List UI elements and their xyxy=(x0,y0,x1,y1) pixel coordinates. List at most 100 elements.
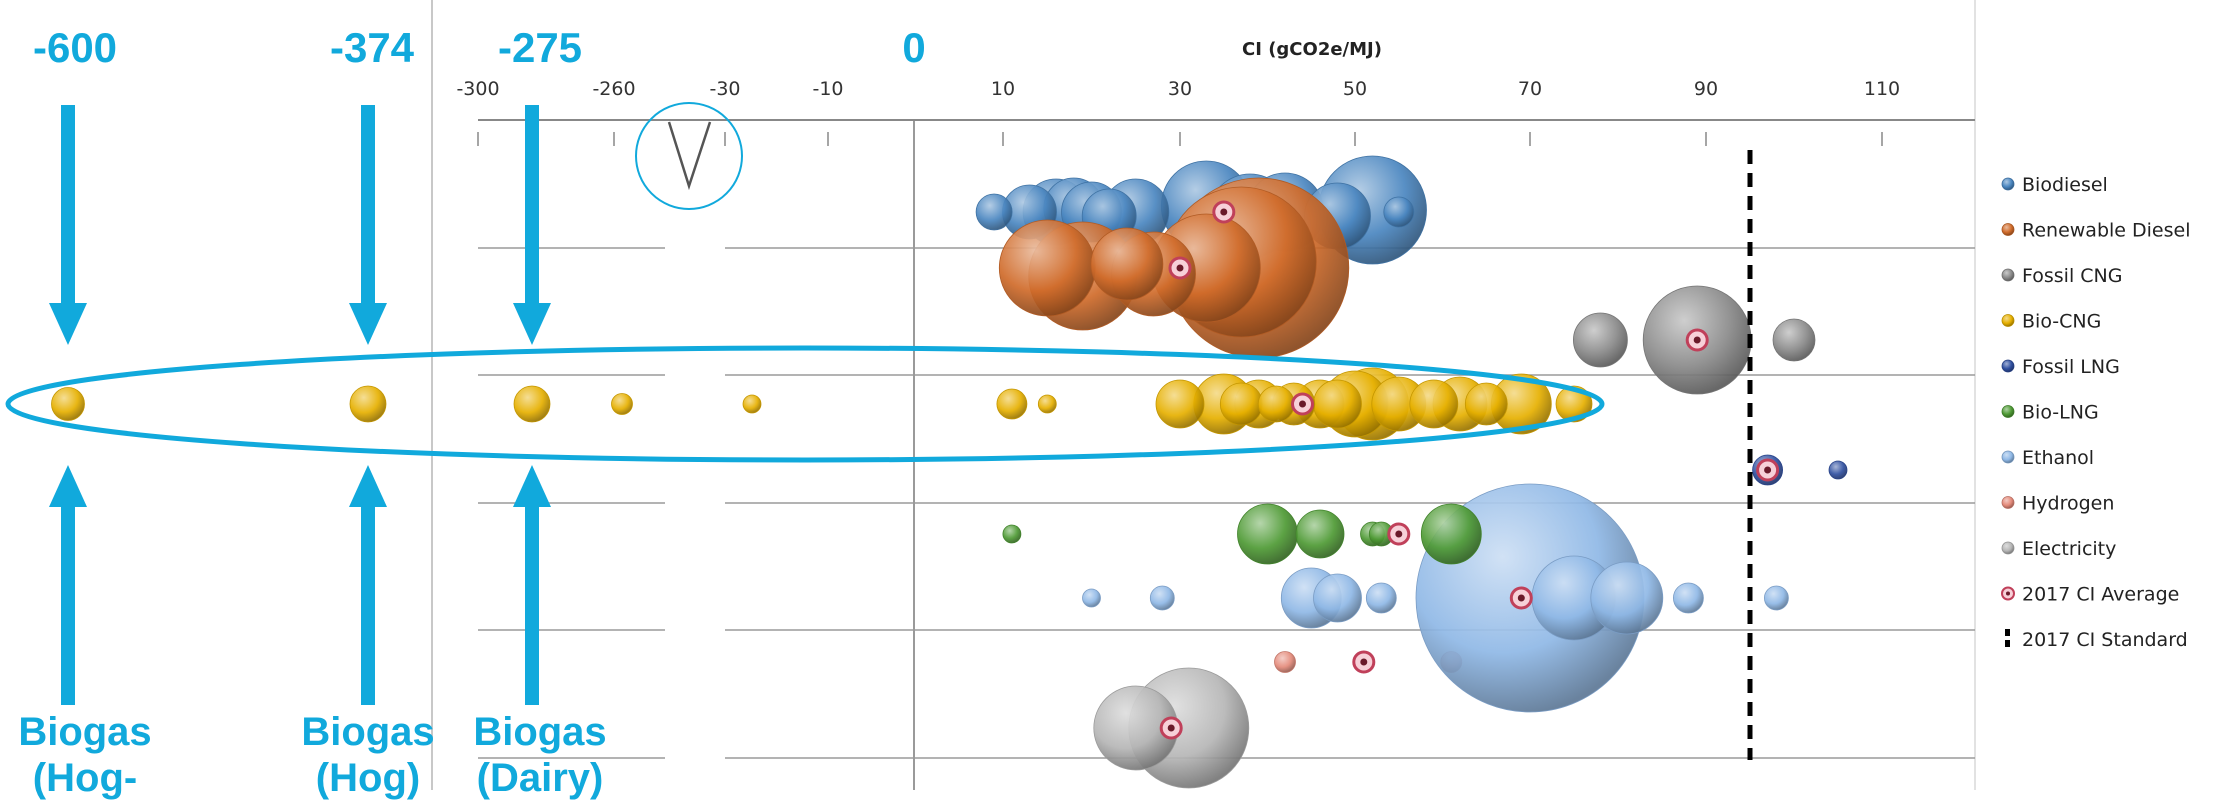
bubble-fossil-lng xyxy=(1828,460,1848,480)
bubble-bio-cng xyxy=(1037,394,1057,414)
up-arrow-shaft xyxy=(525,505,539,705)
bubble-bio-lng xyxy=(1002,524,1022,544)
bubble-bio-cng xyxy=(349,385,387,423)
bubble-bio-cng xyxy=(51,387,85,421)
legend-marker xyxy=(2001,405,2015,418)
legend-label: Bio-CNG xyxy=(2022,311,2101,333)
ci-average-marker-bio-lng xyxy=(1387,522,1411,546)
legend-label: Hydrogen xyxy=(2022,493,2114,515)
up-arrow-head xyxy=(349,465,387,507)
bubble-ethanol xyxy=(1673,582,1704,614)
bubble-ethanol xyxy=(1365,582,1397,614)
ci-average-marker-biodiesel xyxy=(1212,200,1236,224)
bubble-bio-cng xyxy=(742,394,762,414)
bubble-hydrogen xyxy=(1274,651,1296,673)
bubble-ethanol xyxy=(1313,573,1362,623)
bubble-bio-lng xyxy=(1237,503,1298,565)
ci-average-marker-fossil-lng xyxy=(1756,458,1780,482)
annotation-value-600: -600 xyxy=(33,24,117,71)
bubble-bio-cng xyxy=(1219,382,1263,426)
bubble-ethanol xyxy=(1590,561,1664,635)
legend-marker xyxy=(2005,629,2010,636)
down-arrow-shaft xyxy=(525,105,539,305)
bubble-bio-cng xyxy=(996,388,1028,420)
legend-marker xyxy=(2005,640,2010,647)
legend-label: 2017 CI Average xyxy=(2022,584,2179,606)
annotation-value-275: -275 xyxy=(498,24,582,71)
legend-item-fossil-lng: Fossil LNG xyxy=(2001,356,2120,378)
bubble-bio-cng xyxy=(1464,382,1508,426)
legend-marker xyxy=(2001,223,2015,236)
x-tick-label: 90 xyxy=(1694,78,1718,100)
legend-label: Biodiesel xyxy=(2022,174,2108,196)
legend-item-2017-ci-average: 2017 CI Average xyxy=(2001,584,2179,606)
x-tick-label: 50 xyxy=(1343,78,1367,100)
bubble-fossil-cng xyxy=(1772,318,1816,362)
down-arrow-head xyxy=(49,303,87,345)
bubble-renewable-diesel xyxy=(998,219,1096,317)
x-tick-label: 30 xyxy=(1168,78,1192,100)
legend-marker xyxy=(2001,541,2015,555)
bubble-bio-lng xyxy=(1295,509,1345,559)
legend-marker xyxy=(2001,314,2015,327)
legend-item-2017-ci-standard: 2017 CI Standard xyxy=(2005,629,2188,651)
legend-item-ethanol: Ethanol xyxy=(2001,447,2094,469)
legend-item-bio-cng: Bio-CNG xyxy=(2001,311,2101,333)
bubble-bio-cng xyxy=(1409,379,1459,429)
up-arrow-head xyxy=(49,465,87,507)
ci-average-marker-renewable-diesel xyxy=(1168,256,1192,280)
up-arrow-shaft xyxy=(361,505,375,705)
annotation-source-374: Biogas (Hog) xyxy=(301,710,434,800)
bubble-bio-cng xyxy=(513,385,551,423)
bubble-ethanol xyxy=(1082,588,1101,608)
up-arrow-shaft xyxy=(61,505,75,705)
ci-average-marker-electricity xyxy=(1159,716,1183,740)
bubble-ethanol xyxy=(1764,585,1789,611)
bubble-fossil-cng xyxy=(1573,312,1628,368)
bubble-ethanol xyxy=(1149,585,1175,611)
legend-item-bio-lng: Bio-LNG xyxy=(2001,402,2099,424)
legend-label: Fossil CNG xyxy=(2022,265,2122,287)
bubble-renewable-diesel xyxy=(1090,227,1164,301)
legend-label: Ethanol xyxy=(2022,447,2094,469)
x-tick-label: -300 xyxy=(456,78,499,100)
bubble-biodiesel xyxy=(1383,196,1415,228)
down-arrow-head xyxy=(349,303,387,345)
legend-label: Fossil LNG xyxy=(2022,356,2120,378)
down-arrow-head xyxy=(513,303,551,345)
bubble-bio-lng xyxy=(1420,503,1482,565)
annotation-source-275: Biogas (Dairy) xyxy=(473,710,606,800)
legend-item-biodiesel: Biodiesel xyxy=(2001,174,2108,196)
legend-item-hydrogen: Hydrogen xyxy=(2001,493,2114,515)
axis-break-mark xyxy=(667,121,712,191)
bubble-bio-cng xyxy=(1555,385,1593,423)
bubble-bio-cng xyxy=(1257,385,1295,423)
down-arrow-shaft xyxy=(361,105,375,305)
plot-frame xyxy=(431,0,1976,790)
legend-marker xyxy=(2001,268,2015,282)
legend-marker xyxy=(2001,359,2015,373)
legend-label: Bio-LNG xyxy=(2022,402,2099,424)
biogas-highlight-ellipse xyxy=(5,345,1605,463)
legend-label: 2017 CI Standard xyxy=(2022,629,2188,651)
down-arrow-shaft xyxy=(61,105,75,305)
ci-average-marker-bio-cng xyxy=(1291,392,1314,416)
ci-average-marker-fossil-cng xyxy=(1685,328,1709,352)
annotation-source-600: Biogas (Hog- xyxy=(18,710,151,800)
x-tick-label: -260 xyxy=(592,78,635,100)
up-arrow-head xyxy=(513,465,551,507)
legend-marker xyxy=(2001,450,2015,464)
legend-item-renewable-diesel: Renewable Diesel xyxy=(2001,220,2191,242)
x-tick-label: 110 xyxy=(1864,78,1900,100)
x-axis: -300 -260 -30 -10 10 30 50 70 90 110 xyxy=(456,78,1900,210)
chart-title: CI (gCO2e/MJ) xyxy=(1242,39,1382,60)
legend-item-electricity: Electricity xyxy=(2001,538,2116,560)
bubbles xyxy=(51,155,1848,789)
x-tick-label: -10 xyxy=(812,78,843,100)
ci-average-marker-hydrogen xyxy=(1352,650,1376,674)
legend: Biodiesel Renewable Diesel Fossil CNG Bio-C… xyxy=(2001,174,2191,651)
bubble-bio-cng xyxy=(1155,379,1205,429)
bubble-bio-cng xyxy=(611,393,633,415)
legend-marker xyxy=(2001,177,2015,191)
